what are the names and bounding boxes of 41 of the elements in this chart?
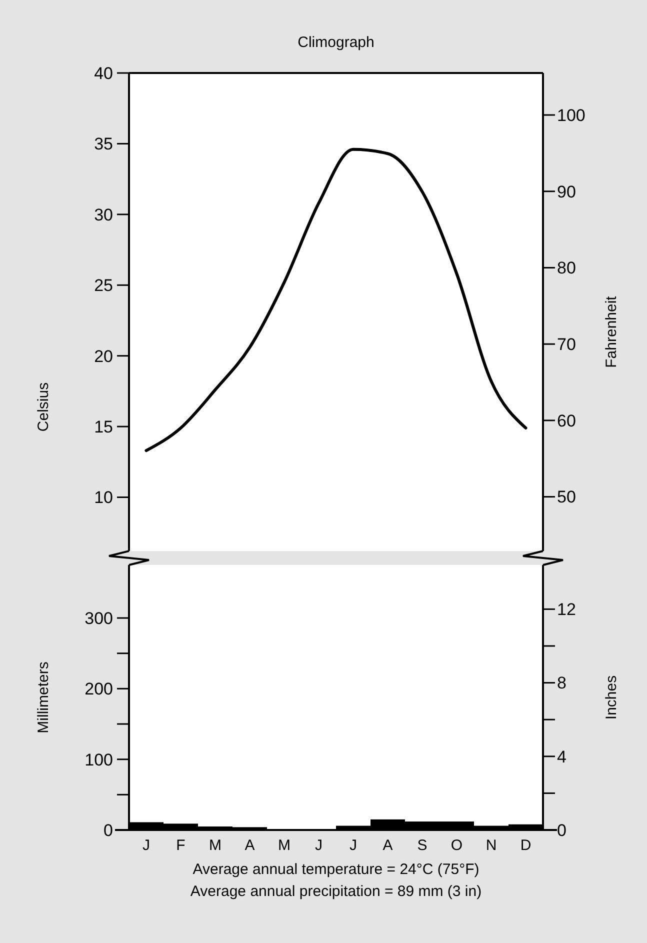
x-tick-label: A — [244, 837, 255, 854]
y2-axis-title: Fahrenheit — [603, 295, 620, 368]
x-tick-label: N — [486, 837, 497, 854]
text: Average annual temperature = 24°C (75°F) — [192, 861, 480, 878]
y-axis-title: Celsius — [35, 382, 52, 432]
y-tick-label: 15 — [94, 418, 113, 436]
x-tick-label: D — [520, 837, 532, 854]
y-tick-label: 300 — [84, 608, 113, 628]
x-tick-label: M — [209, 837, 222, 854]
y-tick-label: 40 — [94, 64, 113, 83]
y2-tick-label: 80 — [557, 258, 576, 278]
x-tick-label: J — [142, 837, 150, 854]
y-tick-label: 10 — [94, 488, 113, 508]
y-tick-label: 25 — [94, 276, 113, 296]
y-tick-label: 20 — [94, 346, 113, 366]
y2-tick-label: 4 — [557, 747, 566, 766]
y2-tick-label: 12 — [557, 600, 576, 620]
y2-tick-label: 50 — [557, 488, 576, 507]
y-tick-label: 100 — [84, 750, 113, 770]
y-tick-label: 30 — [94, 205, 113, 224]
x-tick-label: O — [450, 837, 463, 854]
y-tick-label: 0 — [104, 820, 113, 840]
text: Average annual precipitation = 89 mm (3 in) — [190, 883, 482, 900]
x-tick-label: J — [315, 837, 322, 854]
x-tick-label: M — [278, 837, 290, 854]
chart-title: Climograph — [298, 34, 374, 51]
y2-tick-label: 8 — [557, 674, 566, 693]
x-tick-label: F — [176, 837, 186, 854]
y-axis-title: Millimeters — [35, 662, 52, 734]
y2-tick-label: 70 — [557, 335, 576, 354]
line-series — [144, 148, 528, 452]
y-tick-label: 35 — [94, 134, 113, 154]
y2-tick-label: 60 — [557, 411, 576, 430]
x-tick-label: J — [350, 837, 357, 854]
y2-axis-title: Inches — [603, 675, 620, 720]
y2-tick-label: 0 — [557, 820, 566, 840]
y2-tick-label: 90 — [557, 182, 576, 202]
y-tick-label: 200 — [84, 680, 113, 699]
x-tick-label: A — [382, 837, 393, 854]
x-tick-label: S — [417, 837, 428, 854]
y2-tick-label: 100 — [557, 106, 586, 125]
